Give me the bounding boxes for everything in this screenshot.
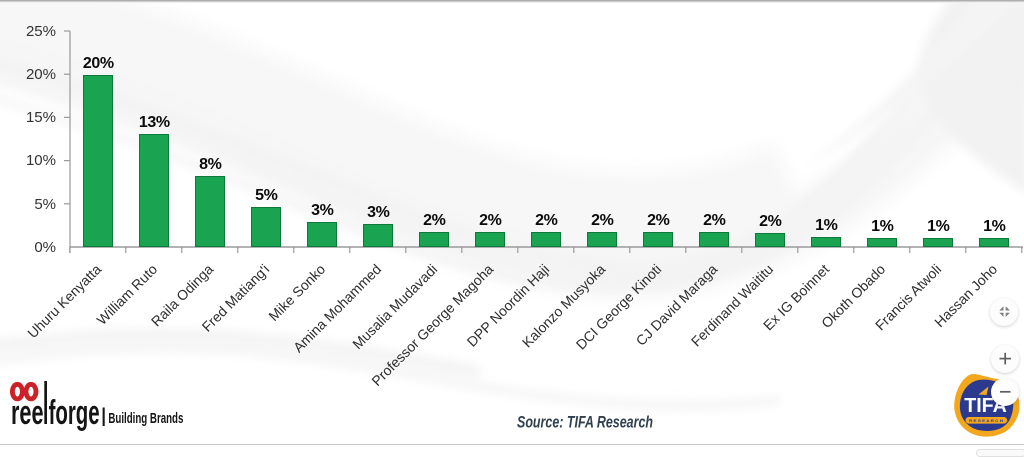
svg-text:Building Brands: Building Brands	[108, 410, 183, 427]
svg-text:forge: forge	[49, 394, 100, 432]
svg-text:R E S E A R C H: R E S E A R C H	[969, 419, 1004, 423]
svg-text:Source: TIFA Research: Source: TIFA Research	[517, 414, 653, 432]
svg-text:ree: ree	[11, 394, 44, 432]
